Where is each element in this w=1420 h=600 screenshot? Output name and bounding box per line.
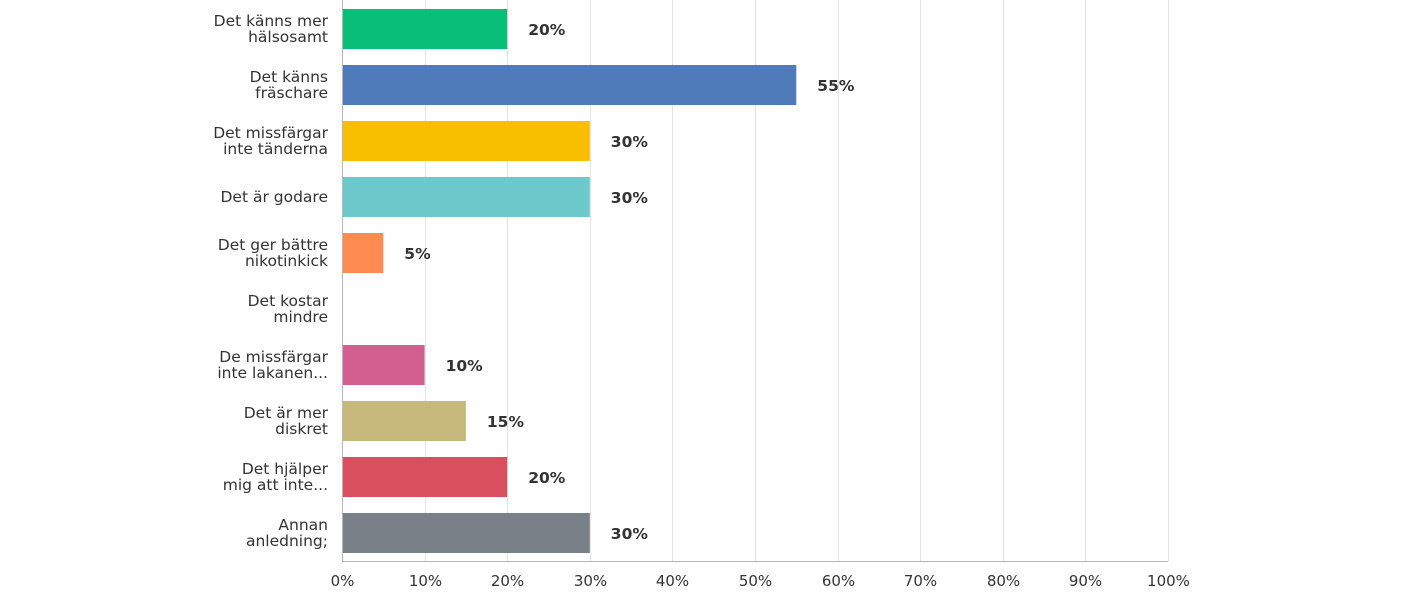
data-label: 5%: [404, 245, 431, 263]
category-label: anledning;: [246, 532, 328, 550]
category-label: Det hjälper: [242, 460, 329, 478]
x-tick-label: 30%: [574, 572, 607, 590]
x-tick-label: 80%: [987, 572, 1020, 590]
category-label: inte tänderna: [223, 140, 328, 158]
category-label: De missfärgar: [219, 348, 328, 366]
data-label: 15%: [487, 413, 525, 431]
category-label: Det missfärgar: [213, 124, 328, 142]
data-label: 30%: [611, 133, 649, 151]
bar: [343, 121, 590, 161]
category-label: Annan: [278, 516, 328, 534]
x-tick-label: 40%: [656, 572, 689, 590]
data-label: 30%: [611, 189, 649, 207]
data-label: 30%: [611, 525, 649, 543]
x-tick-label: 20%: [491, 572, 524, 590]
bar: [343, 457, 508, 497]
bar: [343, 65, 797, 105]
category-label: Det är mer: [244, 404, 329, 422]
x-tick-label: 70%: [904, 572, 937, 590]
bar: [343, 513, 590, 553]
bar: [343, 233, 384, 273]
category-label: inte lakanen...: [217, 364, 328, 382]
x-tick-label: 0%: [331, 572, 355, 590]
category-label: Det ger bättre: [218, 236, 328, 254]
category-label: mindre: [273, 308, 328, 326]
bar: [343, 345, 425, 385]
category-label: mig att inte...: [223, 476, 328, 494]
bar: [343, 401, 466, 441]
bar: [343, 177, 590, 217]
data-label: 10%: [446, 357, 484, 375]
category-label: Det känns mer: [214, 12, 329, 30]
category-label: Det är godare: [220, 188, 328, 206]
category-label: diskret: [275, 420, 328, 438]
x-tick-label: 10%: [409, 572, 442, 590]
category-label: hälsosamt: [248, 28, 328, 46]
category-label: Det känns: [250, 68, 328, 86]
x-tick-label: 50%: [739, 572, 772, 590]
data-label: 20%: [528, 21, 566, 39]
category-label: nikotinkick: [245, 252, 328, 270]
category-label: fräschare: [255, 84, 328, 102]
data-label: 20%: [528, 469, 566, 487]
x-tick-label: 60%: [822, 572, 855, 590]
x-tick-label: 100%: [1147, 572, 1190, 590]
x-tick-label: 90%: [1069, 572, 1102, 590]
bar: [343, 9, 508, 49]
category-label: Det kostar: [248, 292, 329, 310]
data-label: 55%: [817, 77, 855, 95]
